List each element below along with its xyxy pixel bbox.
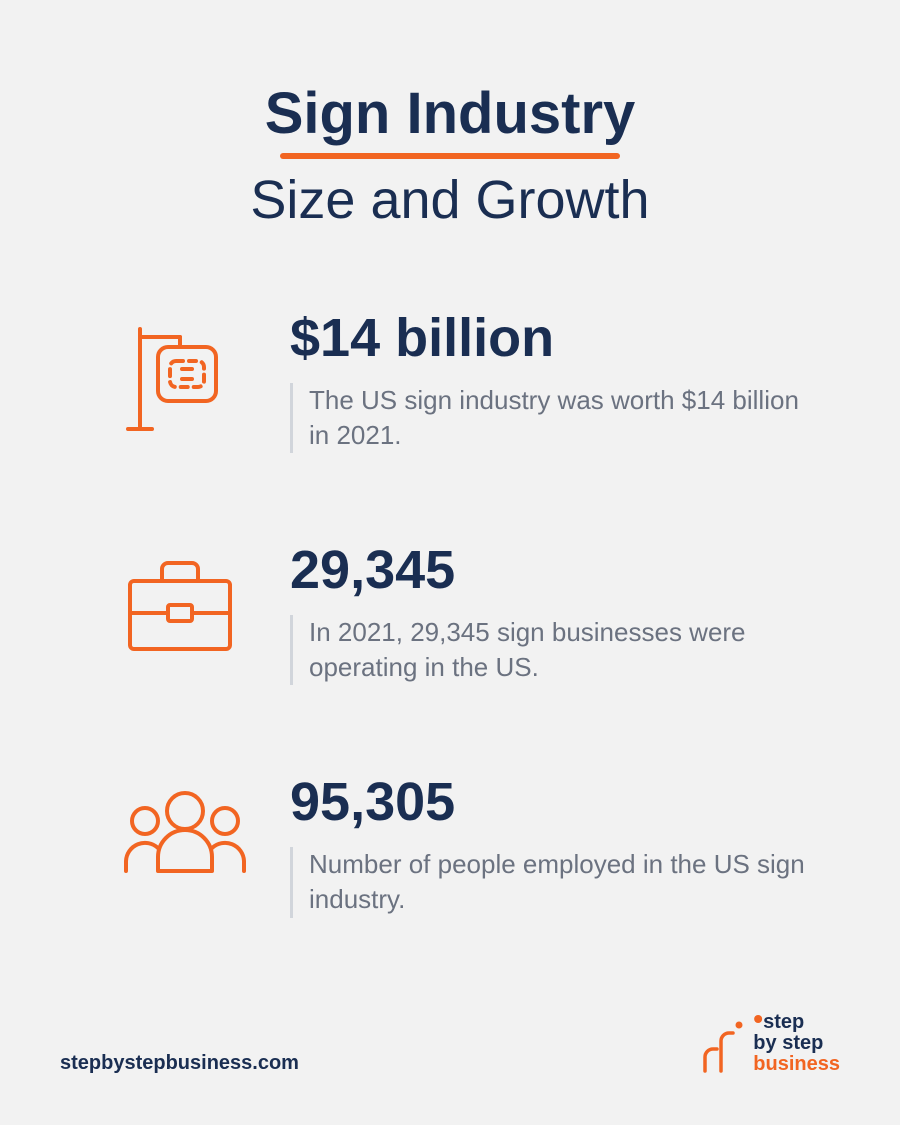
stat-row-businesses: 29,345 In 2021, 29,345 sign businesses w… bbox=[120, 543, 810, 685]
footer-url: stepbystepbusiness.com bbox=[60, 1052, 299, 1075]
title-line2: Size and Growth bbox=[0, 169, 900, 231]
stat-text: 95,305 Number of people employed in the … bbox=[260, 775, 810, 917]
stat-value: 95,305 bbox=[290, 775, 810, 829]
logo-line1: step bbox=[763, 1011, 804, 1033]
stat-value: 29,345 bbox=[290, 543, 810, 597]
stat-desc: Number of people employed in the US sign… bbox=[290, 847, 810, 917]
logo-steps-icon bbox=[701, 1017, 745, 1075]
stats-container: $14 billion The US sign industry was wor… bbox=[0, 231, 900, 918]
stat-text: 29,345 In 2021, 29,345 sign businesses w… bbox=[260, 543, 810, 685]
brand-logo: •step by step business bbox=[701, 1012, 840, 1075]
briefcase-icon bbox=[120, 543, 260, 666]
stat-text: $14 billion The US sign industry was wor… bbox=[260, 311, 810, 453]
footer: stepbystepbusiness.com •step by step bus… bbox=[0, 1012, 900, 1075]
logo-line2: by step bbox=[753, 1033, 840, 1054]
header: Sign Industry Size and Growth bbox=[0, 0, 900, 231]
logo-text: •step by step business bbox=[753, 1012, 840, 1075]
people-icon bbox=[120, 775, 260, 888]
stat-desc: The US sign industry was worth $14 billi… bbox=[290, 383, 810, 453]
stat-row-employees: 95,305 Number of people employed in the … bbox=[120, 775, 810, 917]
logo-line3: business bbox=[753, 1054, 840, 1075]
sign-post-icon bbox=[120, 311, 260, 444]
title-underline bbox=[280, 153, 620, 159]
stat-value: $14 billion bbox=[290, 311, 810, 365]
stat-desc: In 2021, 29,345 sign businesses were ope… bbox=[290, 615, 810, 685]
title-line1: Sign Industry bbox=[265, 80, 636, 147]
stat-row-market-size: $14 billion The US sign industry was wor… bbox=[120, 311, 810, 453]
